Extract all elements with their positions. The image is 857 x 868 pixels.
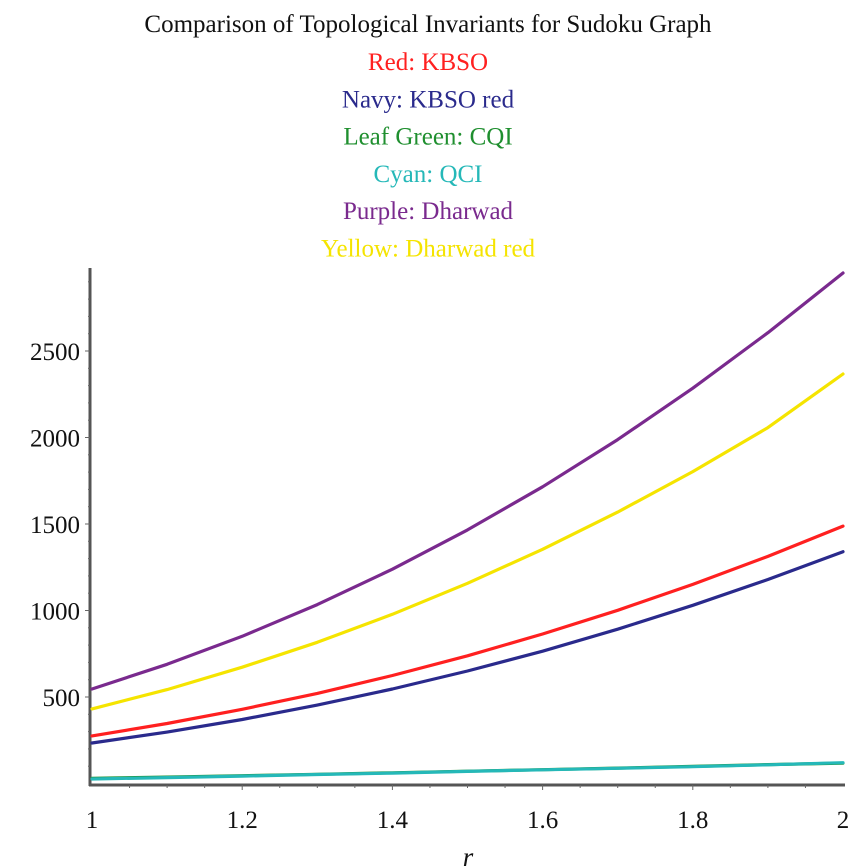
legend-line: Purple: Dharwad — [343, 198, 514, 225]
axes: 500 1000 1500 2000 2500 1 1.2 1.4 1.6 1.8 2 — [30, 268, 849, 834]
chart-title-block: Comparison of Topological Invariants for… — [144, 11, 712, 263]
y-tick-label: 2000 — [30, 426, 80, 453]
series-line-cyan-qci — [90, 761, 845, 781]
chart-title: Comparison of Topological Invariants for… — [144, 11, 712, 38]
y-tick-label: 500 — [43, 685, 81, 712]
y-tick-label: 2500 — [30, 339, 80, 366]
x-axis-label: r — [463, 842, 474, 868]
legend-line: Red: KBSO — [368, 49, 488, 76]
y-tick-label: 1500 — [30, 512, 80, 539]
x-tick-label: 2 — [837, 807, 850, 834]
legend-line: Yellow: Dharwad red — [321, 236, 536, 263]
legend-line: Cyan: QCI — [373, 161, 482, 188]
series-line-navy-kbso-red — [90, 550, 845, 745]
series-line-purple-dharwad — [90, 271, 845, 691]
series-line-yellow-dharwad-red — [90, 372, 845, 711]
x-tick-label: 1.4 — [377, 807, 409, 834]
series-group — [90, 271, 845, 781]
y-tick-label: 1000 — [30, 599, 80, 626]
x-tick-label: 1.6 — [527, 807, 558, 834]
x-tick-label: 1.8 — [677, 807, 708, 834]
series-line-red-kbso — [90, 524, 845, 738]
legend-line: Navy: KBSO red — [342, 86, 515, 113]
x-tick-label: 1.2 — [227, 807, 258, 834]
legend-line: Leaf Green: CQI — [343, 124, 512, 151]
x-tick-label: 1 — [86, 807, 99, 834]
